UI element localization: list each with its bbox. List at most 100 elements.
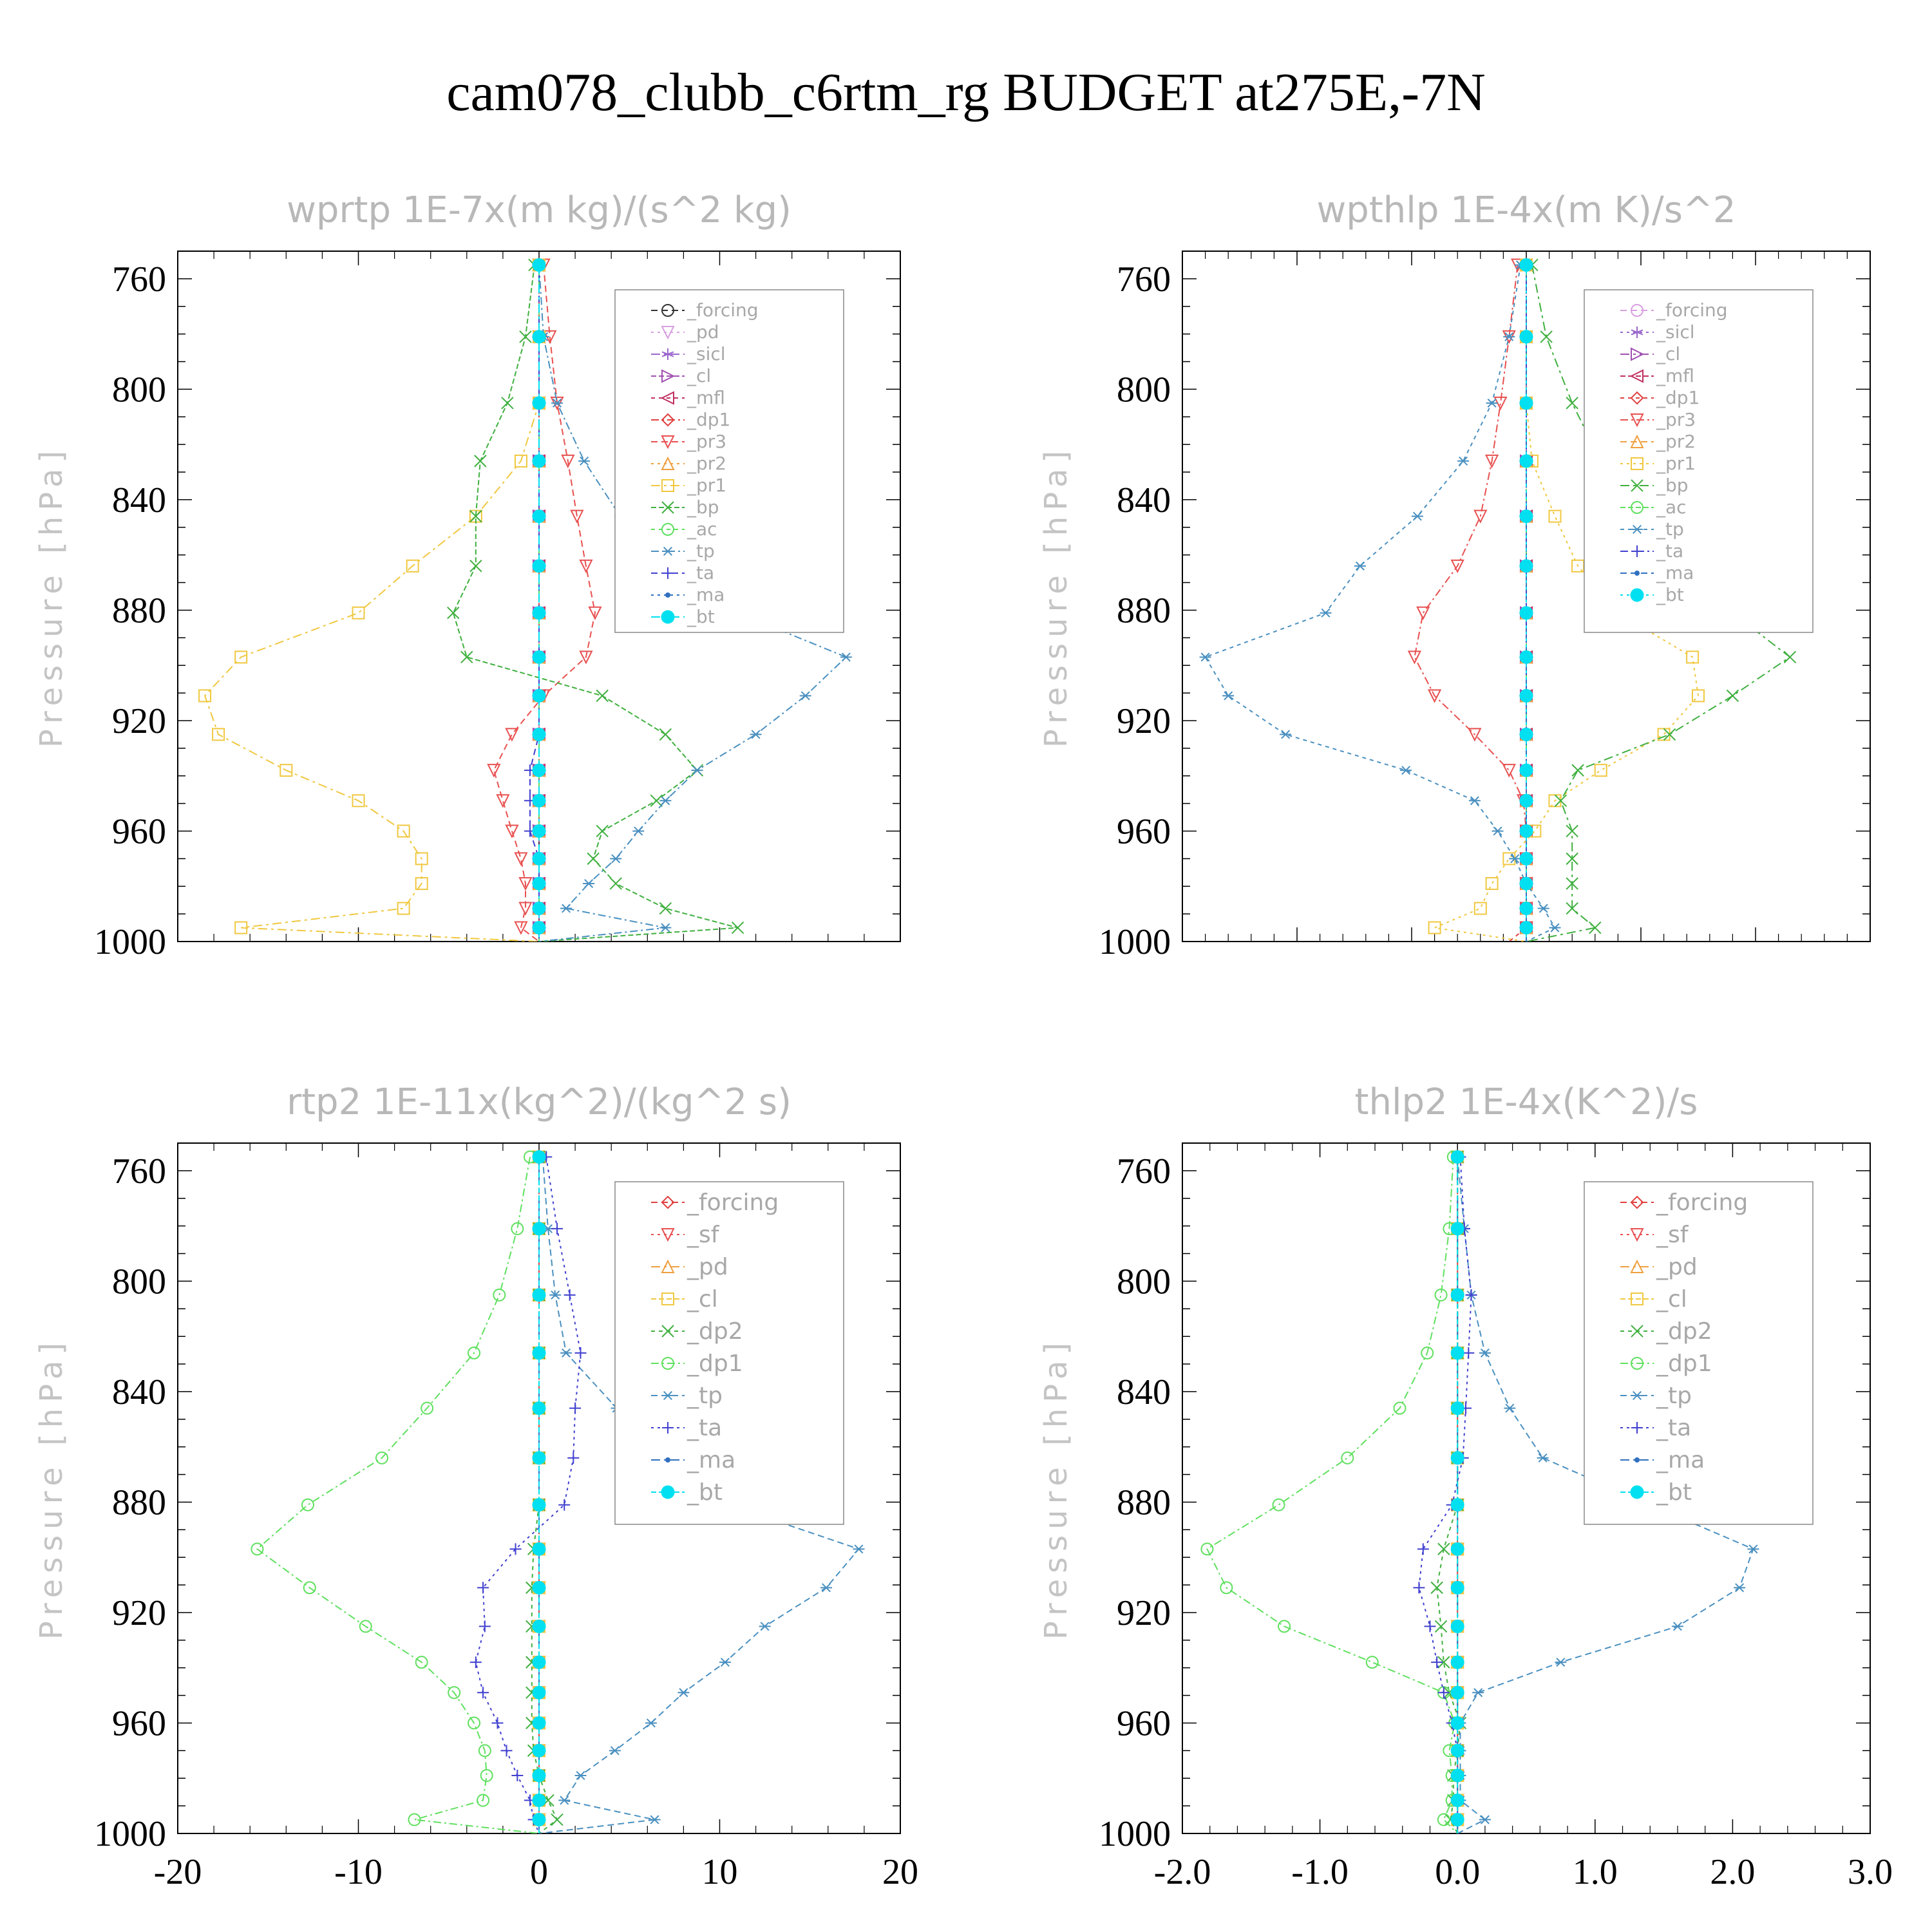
- data-point: [469, 509, 482, 523]
- legend: _forcing_sicl_cl_mfl_dp1_pr3_pr2_pr1_bp_…: [1584, 289, 1814, 633]
- legend-marker: [665, 1457, 670, 1463]
- legend-marker: [1631, 524, 1643, 535]
- series-line: [452, 265, 738, 942]
- data-point: [1450, 1451, 1464, 1465]
- x-tick-label: 0.0: [1435, 1852, 1480, 1892]
- data-point: [1417, 1543, 1429, 1555]
- data-point: [574, 1347, 587, 1359]
- legend-marker: [661, 1325, 674, 1338]
- data-point: [1537, 904, 1549, 913]
- legend-marker: [1630, 588, 1644, 602]
- data-point: [1549, 923, 1561, 933]
- x-tick-label: 4.0: [878, 960, 923, 966]
- y-tick-label: 800: [1117, 1262, 1171, 1302]
- legend-marker: [661, 501, 674, 514]
- y-tick-label: 800: [112, 370, 166, 410]
- data-point: [509, 1543, 522, 1555]
- data-point: [448, 1686, 461, 1700]
- legend-marker: [1631, 479, 1643, 492]
- data-point: [478, 1620, 491, 1633]
- data-point: [609, 1746, 621, 1756]
- data-point: [719, 1658, 731, 1667]
- data-point: [532, 1498, 546, 1512]
- y-tick-label: 880: [1117, 591, 1171, 630]
- series-tp: [1199, 260, 1561, 942]
- series-dp2: [1430, 1150, 1467, 1833]
- x-tick-label: 0.0: [1504, 960, 1549, 966]
- series-ta: [1413, 1151, 1477, 1833]
- legend-label: _bt: [687, 1479, 723, 1506]
- y-tick-label: 760: [112, 1151, 166, 1191]
- data-point: [477, 1582, 489, 1594]
- data-point: [1437, 1813, 1450, 1826]
- legend-marker: [1631, 501, 1643, 514]
- x-tick-label: 3.0: [1848, 1852, 1893, 1892]
- data-point: [397, 824, 410, 838]
- series-line: [204, 265, 540, 942]
- legend-label: _forcing: [687, 1189, 779, 1216]
- x-tick-label: -1.0: [1291, 1852, 1349, 1892]
- legend-label: _sf: [687, 1222, 720, 1248]
- data-point: [477, 1687, 489, 1699]
- data-point: [1519, 921, 1533, 935]
- legend-label: _dp1: [687, 409, 730, 430]
- data-point: [1450, 1716, 1464, 1730]
- y-tick-label: 960: [112, 1703, 166, 1743]
- series-pr1: [198, 258, 545, 942]
- data-point: [1450, 1768, 1464, 1783]
- legend-marker: [661, 1485, 675, 1499]
- series-line: [256, 1157, 540, 1833]
- legend-label: _sicl: [687, 343, 726, 365]
- data-point: [487, 764, 501, 778]
- legend-label: _sicl: [1656, 321, 1695, 343]
- data-point: [1393, 1401, 1406, 1415]
- series-line: [475, 1157, 582, 1833]
- series-bt: [1450, 1150, 1464, 1833]
- data-point: [532, 851, 546, 866]
- data-point: [1200, 1542, 1214, 1556]
- data-point: [1278, 1620, 1291, 1633]
- data-point: [1555, 1658, 1567, 1667]
- legend-label: _ta: [687, 1415, 722, 1441]
- data-point: [1465, 1289, 1477, 1301]
- x-tick-label: -2.0: [330, 960, 387, 966]
- data-point: [1734, 1583, 1746, 1593]
- legend-marker: [1634, 571, 1640, 576]
- y-tick-label: 1000: [94, 1814, 166, 1854]
- data-point: [518, 902, 533, 916]
- x-tick-label: 2.0: [1710, 1852, 1755, 1892]
- y-tick-label: 840: [1117, 480, 1171, 520]
- data-point: [645, 1718, 657, 1728]
- data-point: [1479, 1348, 1491, 1358]
- data-point: [1222, 691, 1235, 701]
- data-point: [596, 689, 609, 703]
- data-point: [1450, 1580, 1464, 1595]
- legend-marker: [662, 546, 674, 556]
- data-point: [1519, 688, 1533, 703]
- series-line: [529, 265, 540, 942]
- legend-label: _pr1: [687, 475, 726, 496]
- legend-marker: [1630, 413, 1644, 428]
- data-point: [1519, 876, 1533, 891]
- data-point: [1663, 728, 1676, 741]
- data-point: [1354, 561, 1366, 571]
- series-pr3: [487, 258, 602, 942]
- legend: _forcing _sf _pd _cl _dp2 _dp1 _tp _ta _ma _bt: [1584, 1181, 1814, 1525]
- data-point: [359, 1620, 372, 1633]
- data-point: [1411, 511, 1423, 521]
- data-point: [1519, 793, 1533, 808]
- legend-marker: [661, 456, 675, 470]
- legend-label: _dp2: [1656, 1318, 1712, 1345]
- data-point: [493, 1288, 506, 1302]
- data-point: [518, 876, 533, 891]
- panel-title: wpthlp 1E-4x(m K)/s^2: [1316, 189, 1736, 231]
- data-point: [1566, 397, 1578, 410]
- data-point: [1400, 766, 1412, 775]
- y-tick-label: 880: [112, 591, 166, 630]
- legend-marker: [1629, 369, 1643, 383]
- legend-marker: [1630, 391, 1644, 405]
- y-tick-label: 800: [1117, 370, 1171, 410]
- data-point: [468, 1716, 481, 1730]
- y-tick-label: 1000: [94, 922, 166, 962]
- data-point: [478, 1744, 491, 1757]
